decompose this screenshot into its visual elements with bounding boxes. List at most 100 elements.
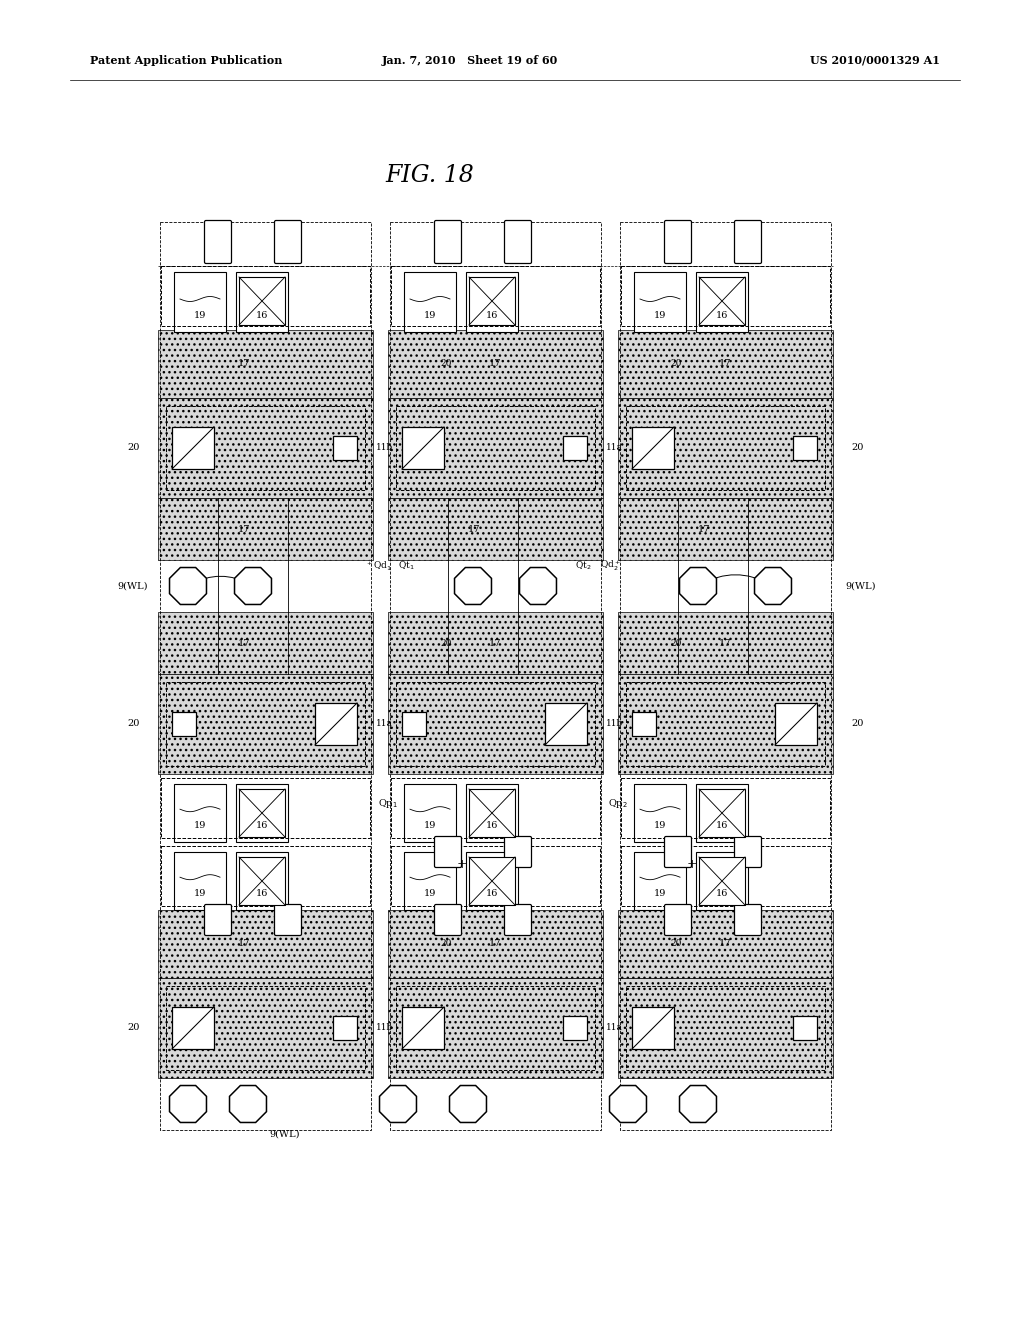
Bar	[239, 789, 285, 837]
FancyBboxPatch shape	[434, 904, 462, 936]
Text: Jan. 7, 2010   Sheet 19 of 60: Jan. 7, 2010 Sheet 19 of 60	[382, 54, 558, 66]
Bar	[699, 277, 745, 325]
Bar	[388, 330, 603, 399]
Bar	[469, 857, 515, 906]
Text: 11a: 11a	[606, 444, 623, 453]
FancyBboxPatch shape	[205, 904, 231, 936]
Bar	[618, 978, 833, 1078]
Bar	[166, 407, 365, 490]
Polygon shape	[609, 1085, 646, 1122]
Text: 20: 20	[128, 444, 140, 453]
Bar	[174, 851, 226, 909]
Polygon shape	[380, 1085, 417, 1122]
Bar	[158, 399, 373, 498]
Text: 20: 20	[671, 639, 682, 648]
FancyBboxPatch shape	[505, 220, 531, 264]
Bar	[166, 986, 365, 1071]
Bar	[236, 851, 288, 909]
Text: 20: 20	[671, 359, 682, 368]
Bar	[466, 851, 518, 909]
Text: 16: 16	[716, 310, 728, 319]
Bar	[161, 267, 370, 326]
FancyBboxPatch shape	[434, 837, 462, 867]
Bar	[469, 277, 515, 325]
Text: 16: 16	[716, 821, 728, 830]
Bar	[333, 436, 357, 459]
Bar	[388, 498, 603, 560]
Bar	[404, 272, 456, 333]
Bar	[396, 986, 595, 1071]
Text: 19: 19	[424, 890, 436, 899]
Text: 17: 17	[238, 359, 250, 368]
Bar	[391, 846, 600, 906]
Text: 9(WL): 9(WL)	[118, 582, 148, 590]
Text: 17: 17	[468, 524, 480, 533]
FancyBboxPatch shape	[665, 220, 691, 264]
Text: Qp$_1$: Qp$_1$	[378, 796, 398, 809]
Bar	[158, 612, 373, 675]
Bar	[626, 407, 825, 490]
Bar	[620, 222, 831, 1130]
Bar	[158, 330, 373, 399]
Bar	[621, 777, 830, 838]
Bar	[388, 399, 603, 498]
Bar	[174, 272, 226, 333]
Bar	[172, 1007, 214, 1049]
Bar	[158, 675, 373, 774]
FancyBboxPatch shape	[734, 904, 762, 936]
Text: 17: 17	[697, 524, 711, 533]
Bar	[161, 777, 370, 838]
FancyBboxPatch shape	[665, 837, 691, 867]
Text: 20: 20	[128, 719, 140, 729]
FancyBboxPatch shape	[274, 904, 301, 936]
Text: 9(WL): 9(WL)	[845, 582, 876, 590]
Polygon shape	[519, 568, 556, 605]
Polygon shape	[755, 568, 792, 605]
Bar	[775, 704, 817, 744]
Text: 16: 16	[485, 310, 499, 319]
Text: 17: 17	[719, 359, 732, 368]
Bar	[632, 426, 674, 469]
Bar	[466, 784, 518, 842]
Bar	[172, 711, 196, 737]
Text: 19: 19	[424, 310, 436, 319]
Bar	[618, 498, 833, 560]
Bar	[545, 704, 587, 744]
Polygon shape	[455, 568, 492, 605]
Text: US 2010/0001329 A1: US 2010/0001329 A1	[810, 54, 940, 66]
Bar	[161, 846, 370, 906]
Text: 11a: 11a	[376, 719, 393, 729]
Text: 20: 20	[440, 940, 452, 949]
Bar	[618, 612, 833, 675]
FancyBboxPatch shape	[274, 220, 301, 264]
Bar	[634, 784, 686, 842]
Bar	[618, 909, 833, 978]
Bar	[172, 426, 214, 469]
Bar	[699, 857, 745, 906]
Polygon shape	[450, 1085, 486, 1122]
Bar	[402, 711, 426, 737]
Bar	[618, 399, 833, 498]
Bar	[388, 612, 603, 675]
Bar	[388, 909, 603, 978]
Bar	[315, 704, 357, 744]
Bar	[236, 272, 288, 333]
Bar	[396, 682, 595, 766]
Bar	[634, 272, 686, 333]
FancyBboxPatch shape	[434, 220, 462, 264]
Polygon shape	[680, 568, 717, 605]
Text: 9(WL): 9(WL)	[269, 1130, 300, 1138]
Text: 17: 17	[489, 940, 502, 949]
Bar	[239, 277, 285, 325]
Text: 20: 20	[671, 940, 682, 949]
Bar	[626, 986, 825, 1071]
Text: 20: 20	[128, 1023, 140, 1032]
Text: 17: 17	[489, 359, 502, 368]
Bar	[696, 272, 748, 333]
Bar	[390, 222, 601, 1130]
Polygon shape	[680, 1085, 717, 1122]
Text: $^+$Qd$_1$: $^+$Qd$_1$	[365, 560, 391, 573]
Text: FIG. 18: FIG. 18	[386, 164, 474, 186]
Text: 17: 17	[238, 524, 250, 533]
Bar	[793, 1016, 817, 1040]
